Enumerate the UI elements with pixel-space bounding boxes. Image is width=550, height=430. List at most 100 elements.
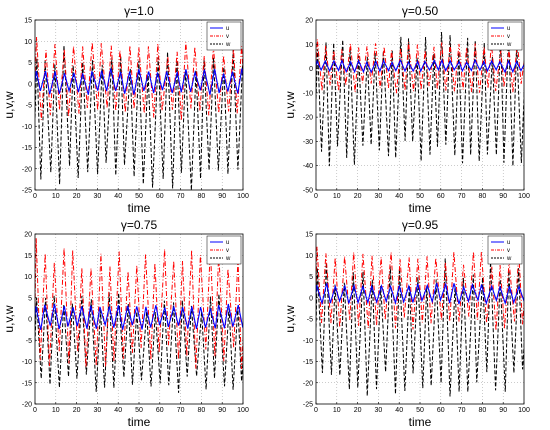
y-tick-label: 15 (24, 18, 32, 25)
y-tick-label: 0 (28, 81, 32, 88)
y-tick-label: 20 (24, 232, 32, 239)
series-line-u (316, 58, 524, 74)
y-tick-label: -20 (22, 402, 32, 409)
x-tick-label: 20 (354, 407, 362, 414)
x-tick-label: 80 (198, 193, 206, 200)
chart-3: 0 10 20 30 40 50 60 70 80 90 100 -25 -20 -15 -10 -5 0 5 10… (283, 218, 530, 429)
x-tick-label: 100 (237, 193, 249, 200)
legend-label-v: v (226, 248, 229, 254)
y-tick-label: 15 (305, 232, 313, 239)
legend: uvw (206, 235, 242, 265)
y-tick-label: 10 (24, 274, 32, 281)
y-tick-label: 5 (28, 295, 32, 302)
y-tick-label: -15 (303, 359, 313, 366)
chart-title: γ=0.95 (402, 218, 439, 232)
x-tick-label: 50 (135, 193, 143, 200)
x-tick-label: 90 (218, 193, 226, 200)
y-tick-label: -10 (303, 338, 313, 345)
y-tick-label: 20 (305, 18, 313, 25)
legend-label-v: v (226, 34, 229, 40)
y-tick-label: -20 (303, 380, 313, 387)
y-tick-label: -10 (22, 359, 32, 366)
x-tick-label: 0 (314, 407, 318, 414)
legend-label-u: u (507, 26, 510, 32)
x-tick-label: 10 (52, 193, 60, 200)
x-tick-label: 80 (479, 407, 487, 414)
legend-label-v: v (507, 34, 510, 40)
series-line-v (35, 238, 243, 370)
x-tick-label: 90 (499, 407, 507, 414)
chart-title: γ=1.0 (124, 4, 154, 18)
legend-label-v: v (507, 248, 510, 254)
y-tick-label: 0 (28, 317, 32, 324)
legend-label-u: u (507, 240, 510, 246)
legend: uvw (487, 21, 523, 51)
chart-title: γ=0.75 (121, 218, 158, 232)
x-tick-label: 10 (52, 407, 60, 414)
legend-label-w: w (225, 42, 231, 48)
x-tick-label: 100 (237, 407, 249, 414)
y-axis-label: u,v,w (2, 305, 16, 332)
legend: uvw (487, 235, 523, 265)
series-line-v (316, 39, 524, 94)
x-tick-label: 20 (354, 193, 362, 200)
x-tick-label: 0 (33, 407, 37, 414)
y-tick-label: 15 (24, 253, 32, 260)
y-tick-label: 10 (24, 39, 32, 46)
x-tick-label: 100 (518, 407, 530, 414)
x-tick-label: 50 (135, 407, 143, 414)
y-tick-label: -5 (26, 338, 32, 345)
legend-label-w: w (506, 42, 512, 48)
x-tick-label: 10 (333, 193, 341, 200)
y-tick-label: 10 (305, 42, 313, 49)
x-tick-label: 30 (94, 193, 102, 200)
y-tick-label: -15 (22, 145, 32, 152)
x-axis-label: time (409, 201, 432, 215)
x-tick-label: 90 (218, 407, 226, 414)
y-tick-label: 0 (309, 295, 313, 302)
series-line-w (35, 45, 243, 190)
x-tick-label: 90 (499, 193, 507, 200)
chart-1: 0 10 20 30 40 50 60 70 80 90 100 -50 -40 -30 -20 -10 0 10… (283, 4, 530, 215)
y-tick-label: 10 (305, 253, 313, 260)
x-axis-label: time (409, 415, 432, 429)
legend-label-w: w (225, 256, 231, 262)
x-tick-label: 80 (479, 193, 487, 200)
y-tick-label: -25 (22, 188, 32, 195)
x-tick-label: 60 (437, 193, 445, 200)
x-tick-label: 60 (437, 407, 445, 414)
y-tick-label: -5 (307, 317, 313, 324)
y-tick-label: 5 (28, 60, 32, 67)
x-tick-label: 20 (73, 407, 81, 414)
x-tick-label: 40 (395, 407, 403, 414)
y-tick-label: 0 (309, 66, 313, 73)
x-tick-label: 50 (416, 193, 424, 200)
x-tick-label: 40 (395, 193, 403, 200)
x-tick-label: 80 (198, 407, 206, 414)
x-tick-label: 40 (114, 193, 122, 200)
x-tick-label: 70 (458, 193, 466, 200)
series-line-w (316, 258, 524, 397)
x-tick-label: 30 (94, 407, 102, 414)
y-axis-label: u,v,w (283, 91, 297, 118)
y-tick-label: -5 (26, 103, 32, 110)
x-tick-label: 30 (375, 193, 383, 200)
series-line-w (316, 32, 524, 167)
chart-2: 0 10 20 30 40 50 60 70 80 90 100 -20 -15 -10 -5 0 5 10 15 2… (2, 218, 249, 429)
x-tick-label: 40 (114, 407, 122, 414)
series-line-u (35, 68, 243, 95)
x-tick-label: 70 (458, 407, 466, 414)
x-tick-label: 10 (333, 407, 341, 414)
x-tick-label: 70 (177, 193, 185, 200)
y-axis-label: u,v,w (2, 91, 16, 118)
y-tick-label: -10 (22, 124, 32, 131)
y-tick-label: -50 (303, 188, 313, 195)
y-tick-label: 5 (309, 274, 313, 281)
series-line-w (35, 292, 243, 393)
legend: uvw (206, 21, 242, 51)
y-axis-label: u,v,w (283, 305, 297, 332)
legend-label-u: u (226, 26, 229, 32)
series-line-u (316, 282, 524, 306)
x-tick-label: 30 (375, 407, 383, 414)
